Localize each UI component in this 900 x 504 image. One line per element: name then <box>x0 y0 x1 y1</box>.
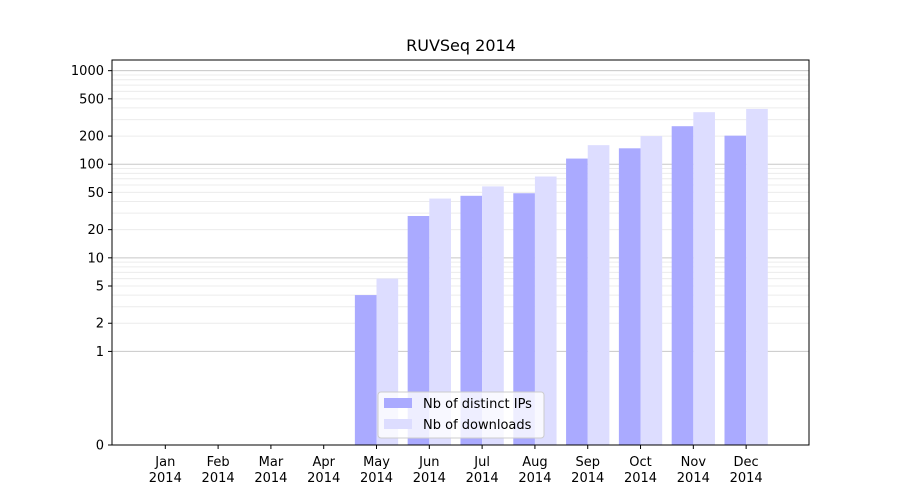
x-tick-label-year: 2014 <box>624 471 657 486</box>
x-tick-label-year: 2014 <box>202 471 235 486</box>
x-tick-label-month: May <box>363 455 390 470</box>
bar-distinct-ips-dec <box>724 135 747 445</box>
bar-distinct-ips-aug <box>513 193 535 445</box>
x-tick-label-month: Aug <box>522 455 547 470</box>
x-tick-label-year: 2014 <box>571 471 604 486</box>
bar-downloads-jul <box>482 186 504 445</box>
x-tick-label-year: 2014 <box>466 471 499 486</box>
legend-swatch <box>384 398 412 408</box>
x-tick-label-year: 2014 <box>254 471 287 486</box>
bar-downloads-aug <box>534 176 557 446</box>
legend: Nb of distinct IPs Nb of downloads <box>377 391 545 439</box>
legend-box <box>377 391 545 439</box>
plot-frame <box>111 59 810 446</box>
x-tick-label-month: Jan <box>154 455 175 470</box>
legend-label: Nb of downloads <box>423 418 532 433</box>
y-tick-label: 10 <box>87 251 104 266</box>
y-tick-label: 0 <box>96 439 104 454</box>
y-tick-label: 1 <box>96 345 104 360</box>
bar-downloads-sep <box>587 145 610 445</box>
x-tick-label-year: 2014 <box>677 471 710 486</box>
x-tick-label-year: 2014 <box>730 471 763 486</box>
x-tick-label-month: Mar <box>259 455 284 470</box>
chart-title: RUVSeq 2014 <box>406 36 516 55</box>
bar-downloads-jun <box>429 198 451 445</box>
legend-swatch <box>384 419 412 429</box>
bar-downloads-nov <box>693 112 715 445</box>
x-tick-label-month: Feb <box>207 455 230 470</box>
legend-label: Nb of distinct IPs <box>423 397 532 412</box>
x-tick-label-month: Apr <box>312 455 335 470</box>
x-tick-label-month: Dec <box>734 455 759 470</box>
x-tick-label-month: Oct <box>629 455 651 470</box>
x-tick-label-month: Nov <box>681 455 707 470</box>
y-tick-label: 500 <box>79 92 104 107</box>
y-tick-label: 50 <box>87 186 104 201</box>
x-tick-label-year: 2014 <box>360 471 393 486</box>
bar-distinct-ips-nov <box>671 126 694 445</box>
x-tick-label-month: Jun <box>418 455 439 470</box>
y-tick-label: 5 <box>96 280 104 295</box>
x-tick-label-year: 2014 <box>307 471 340 486</box>
y-tick-label: 20 <box>87 223 104 238</box>
bar-distinct-ips-may <box>354 295 377 445</box>
bar-distinct-ips-jul <box>460 195 483 445</box>
x-tick-label-year: 2014 <box>413 471 446 486</box>
bar-distinct-ips-oct <box>618 148 641 446</box>
bar-downloads-oct <box>640 136 663 446</box>
bar-distinct-ips-sep <box>566 158 588 445</box>
x-tick-label-year: 2014 <box>518 471 551 486</box>
y-tick-label: 2 <box>96 317 104 332</box>
y-tick-label: 1000 <box>71 64 104 79</box>
x-tick-label-year: 2014 <box>149 471 182 486</box>
y-tick-label: 100 <box>79 158 104 173</box>
x-tick-label-month: Sep <box>575 455 600 470</box>
y-tick-label: 200 <box>79 130 104 145</box>
x-tick-label-month: Jul <box>473 455 490 470</box>
bar-distinct-ips-jun <box>407 215 430 445</box>
bar-downloads-dec <box>746 108 768 446</box>
